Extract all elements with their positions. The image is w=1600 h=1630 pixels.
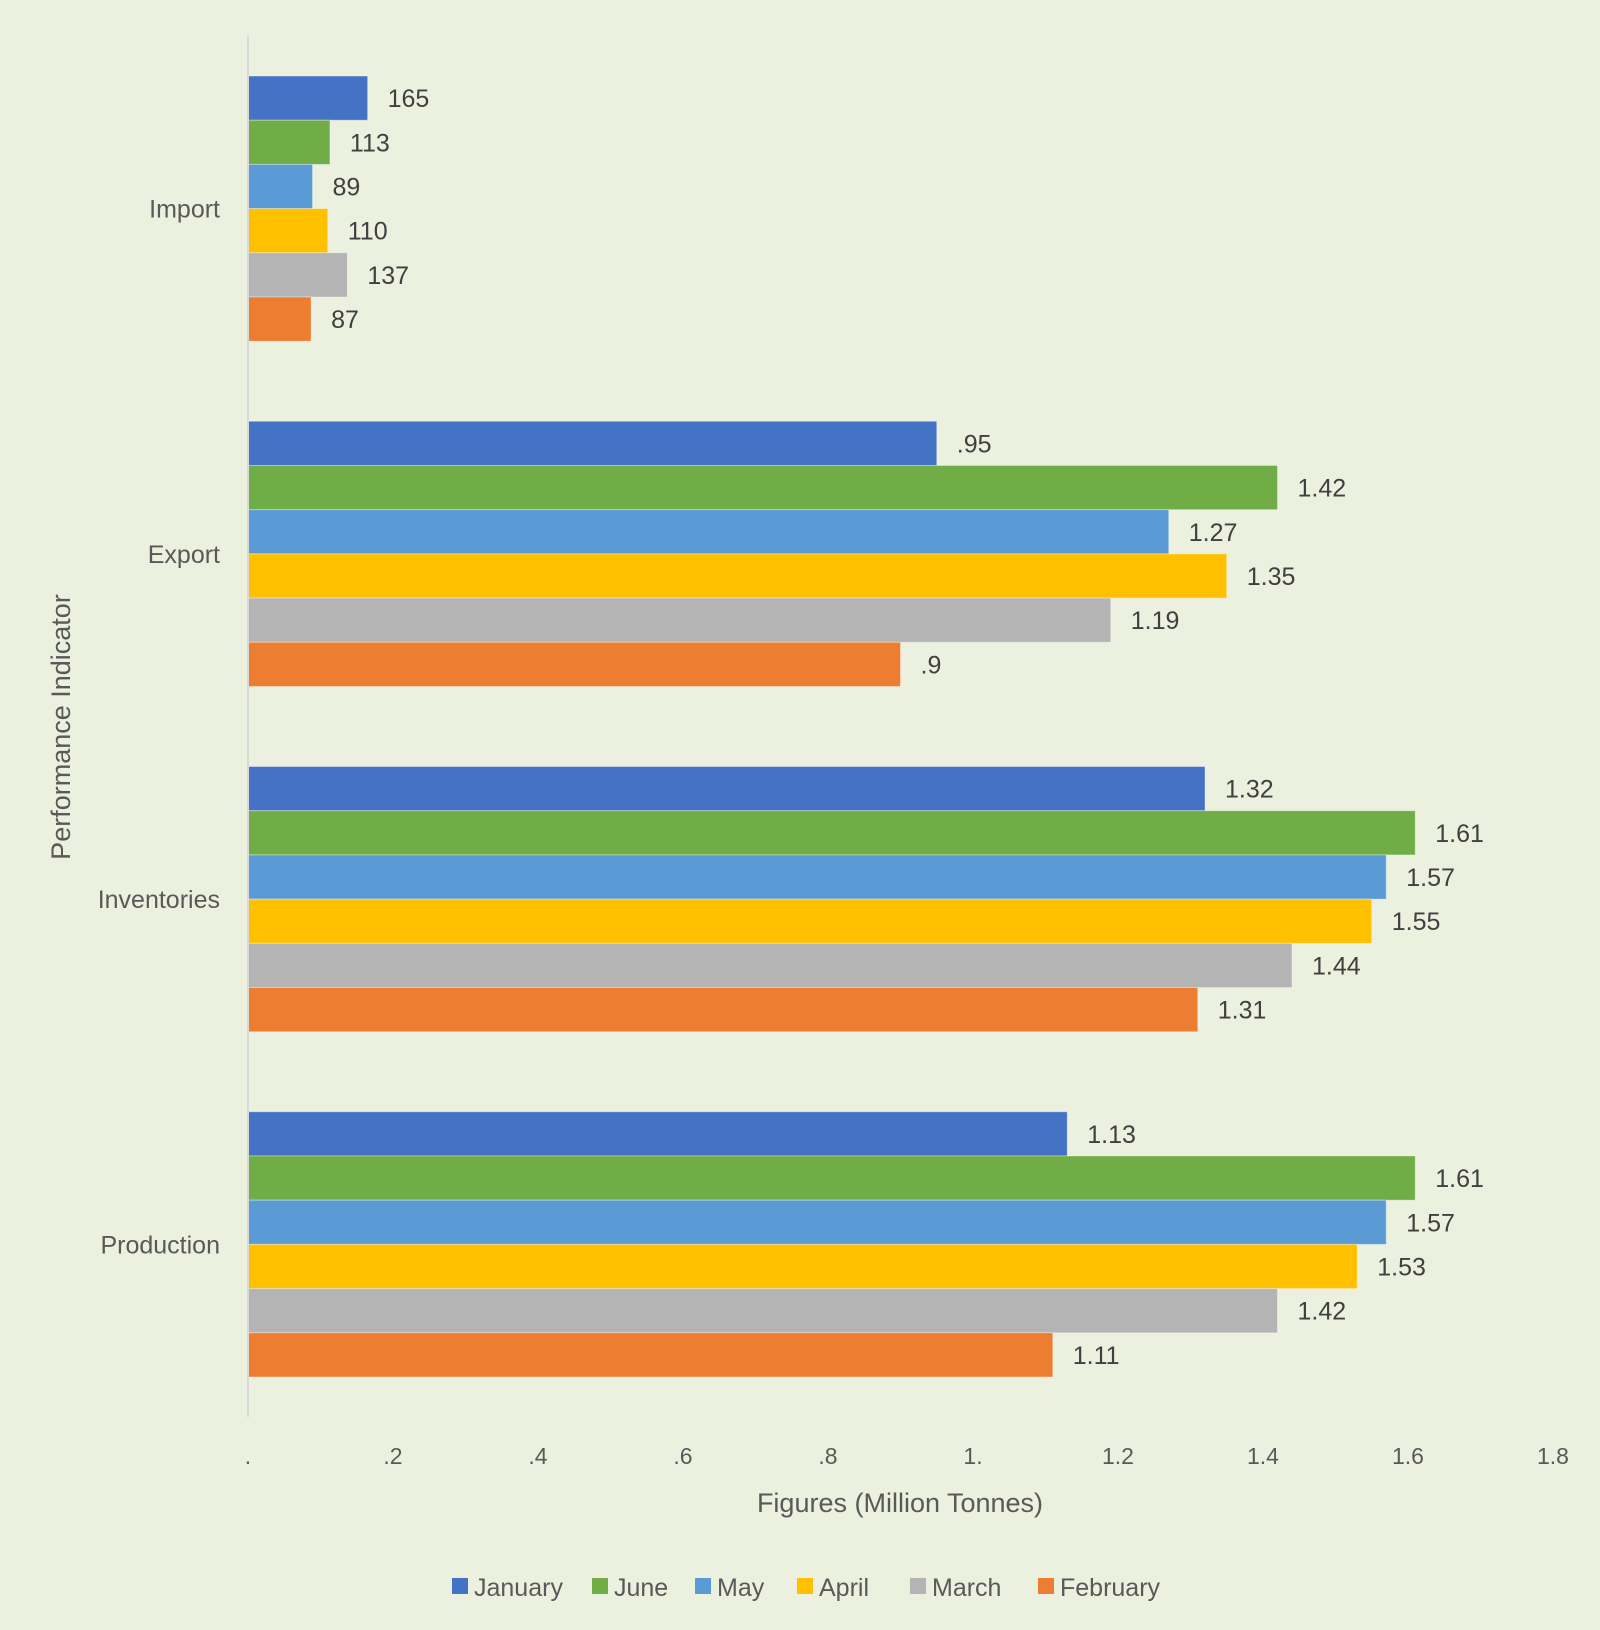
bar-export-february [247, 641, 901, 687]
category-label-import: Import [149, 196, 220, 224]
x-tick-label: .8 [818, 1443, 837, 1469]
data-label-inventories-march: 1.44 [1312, 952, 1361, 980]
legend-label-april: April [819, 1574, 869, 1602]
data-labels-layer: 165 113 89 110 137 87 .95 1.42 1.27 1.35 1.19 .9 1.3… [331, 85, 1484, 1370]
legend-label-january: January [474, 1574, 563, 1602]
data-label-inventories-february: 1.31 [1218, 997, 1267, 1025]
legend-label-may: May [717, 1574, 765, 1602]
bar-production-february [247, 1332, 1054, 1378]
legend-swatch-april [797, 1578, 813, 1594]
bar-inventories-may [247, 854, 1387, 900]
x-tick-label: . [245, 1443, 251, 1469]
data-label-production-june: 1.61 [1435, 1165, 1484, 1193]
x-axis-title: Figures (Million Tonnes) [757, 1488, 1043, 1518]
bar-production-march [247, 1288, 1278, 1334]
x-tick-label: .4 [528, 1443, 547, 1469]
legend-swatch-june [592, 1578, 608, 1594]
bar-production-april [247, 1243, 1358, 1290]
data-label-inventories-january: 1.32 [1225, 776, 1274, 804]
x-tick-label: .2 [383, 1443, 402, 1469]
x-tick-labels-layer: . .2 .4 .6 .8 1. 1.2 1.4 1.6 1.8 [245, 1443, 1569, 1469]
y-axis-title: Performance Indicator [46, 594, 76, 860]
x-tick-label: 1.4 [1247, 1443, 1279, 1469]
category-label-production: Production [100, 1231, 220, 1259]
data-label-production-march: 1.42 [1298, 1298, 1347, 1326]
bar-import-february [247, 296, 312, 342]
bar-export-june [247, 464, 1278, 511]
category-label-inventories: Inventories [98, 886, 220, 914]
category-label-export: Export [148, 541, 220, 569]
data-label-export-june: 1.42 [1298, 475, 1347, 503]
legend-swatch-january [452, 1578, 468, 1594]
data-label-export-february: .9 [921, 651, 942, 679]
bar-import-january [247, 75, 369, 121]
legend: January June May April March February [452, 1574, 1161, 1602]
data-label-inventories-april: 1.55 [1392, 908, 1441, 936]
x-tick-label: 1.2 [1102, 1443, 1134, 1469]
bar-export-march [247, 597, 1112, 643]
legend-label-june: June [614, 1574, 668, 1602]
legend-swatch-march [910, 1578, 926, 1594]
bar-export-may [247, 509, 1170, 555]
data-label-inventories-june: 1.61 [1435, 820, 1484, 848]
data-label-production-february: 1.11 [1073, 1342, 1120, 1370]
bar-inventories-june [247, 810, 1416, 856]
data-label-export-april: 1.35 [1247, 563, 1296, 591]
x-tick-label: 1. [963, 1443, 982, 1469]
legend-swatch-may [695, 1578, 711, 1594]
data-label-export-may: 1.27 [1189, 519, 1238, 547]
bar-export-april [247, 553, 1228, 599]
legend-label-february: February [1060, 1574, 1161, 1602]
bar-import-june [247, 119, 331, 165]
bar-inventories-february [247, 987, 1199, 1033]
data-label-export-january: .95 [957, 430, 992, 458]
data-label-production-may: 1.57 [1406, 1209, 1455, 1237]
bar-inventories-january [247, 766, 1206, 812]
category-labels-layer: Import Export Inventories Production [98, 196, 220, 1260]
bar-production-january [247, 1111, 1068, 1157]
data-label-import-april: 110 [348, 218, 388, 246]
bar-inventories-april [247, 898, 1373, 944]
data-label-import-march: 137 [367, 262, 409, 290]
bar-production-may [247, 1199, 1387, 1245]
data-label-inventories-may: 1.57 [1406, 864, 1455, 892]
x-tick-label: 1.8 [1537, 1443, 1569, 1469]
legend-swatch-february [1038, 1578, 1054, 1594]
data-label-import-may: 89 [333, 174, 361, 202]
bars-layer [247, 75, 1416, 1378]
x-tick-label: 1.6 [1392, 1443, 1424, 1469]
data-label-production-april: 1.53 [1377, 1253, 1426, 1281]
bar-import-april [247, 208, 329, 254]
x-tick-label: .6 [673, 1443, 692, 1469]
data-label-import-february: 87 [331, 306, 359, 334]
bar-import-march [247, 252, 348, 298]
data-label-import-january: 165 [388, 85, 430, 113]
data-label-import-june: 113 [350, 129, 390, 157]
data-label-production-january: 1.13 [1087, 1121, 1136, 1149]
bar-import-may [247, 163, 314, 210]
bar-inventories-march [247, 942, 1293, 989]
legend-label-march: March [932, 1574, 1001, 1602]
bar-export-january [247, 420, 938, 466]
data-label-export-march: 1.19 [1131, 607, 1180, 635]
bar-production-june [247, 1155, 1416, 1201]
